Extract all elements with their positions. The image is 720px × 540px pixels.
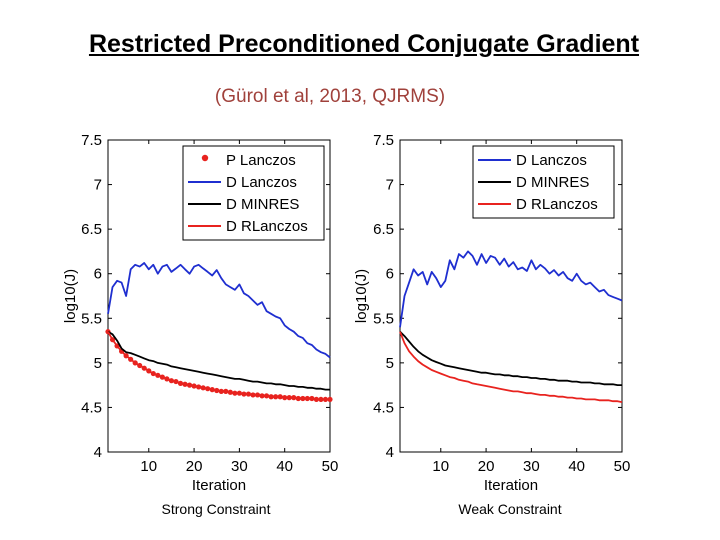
series-line-d-minres [107,330,330,391]
series-line-d-lanczos [399,250,623,328]
y-tick-label: 5.5 [373,310,394,327]
x-tick-label: 40 [276,458,293,475]
y-tick-label: 6.5 [81,221,102,238]
slide-title: Restricted Preconditioned Conjugate Grad… [88,30,640,58]
series-line-d-lanczos [107,262,331,359]
legend-label-d-rlanczos: D RLanczos [226,218,308,235]
chart-panel-2: 4 4.5 5 5.5 6 6.5 7 7.5 10 20 30 40 50 Iteration log10… [353,132,630,494]
x-tick-label: 20 [478,458,495,475]
series-line-d-minres [399,331,622,387]
series-line-d-rlanczos [107,331,330,401]
plot-area [399,139,623,453]
legend-label-d-lanczos: D Lanczos [516,152,587,169]
y-tick-label: 4.5 [81,399,102,416]
x-tick-label: 40 [568,458,585,475]
y-tick-label: 4.5 [373,399,394,416]
legend-label-d-minres: D MINRES [516,174,589,191]
x-tick-label: 30 [231,458,248,475]
x-axis-label: Iteration [484,477,538,494]
y-tick-label: 7.5 [373,132,394,149]
legend-label-d-lanczos: D Lanczos [226,174,297,191]
x-tick-label: 10 [140,458,157,475]
y-axis-label: log10(J) [353,269,370,323]
legend-label-d-rlanczos: D RLanczos [516,196,598,213]
slide-subtitle: (Gürol et al, 2013, QJRMS) [214,86,446,107]
chart-panel-1: 4 4.5 5 5.5 6 6.5 7 7.5 10 20 30 40 50 Iteration log10… [62,132,338,494]
y-tick-label: 5.5 [81,310,102,327]
x-tick-label: 20 [186,458,203,475]
legend-label-p-lanczos: P Lanczos [226,152,296,169]
y-tick-label: 4 [386,444,394,461]
legend-box [182,145,325,241]
legend: P Lanczos D Lanczos D MINRES D RLanczos [182,145,325,241]
y-tick-label: 5 [386,355,394,372]
y-tick-label: 7 [386,177,394,194]
x-tick-label: 10 [432,458,449,475]
caption-weak-constraint: Weak Constraint [458,501,562,517]
legend: D Lanczos D MINRES D RLanczos [472,145,615,219]
y-tick-label: 4 [94,444,102,461]
y-tick-label: 7.5 [81,132,102,149]
legend-label-d-minres: D MINRES [226,196,299,213]
y-tick-label: 7 [94,177,102,194]
series-line-d-rlanczos [399,331,623,403]
y-axis-label: log10(J) [62,269,79,323]
legend-marker-p-lanczos [201,154,209,162]
y-tick-label: 6.5 [373,221,394,238]
x-tick-label: 30 [523,458,540,475]
plot-area [107,139,331,453]
y-tick-label: 5 [94,355,102,372]
y-tick-label: 6 [94,266,102,283]
x-tick-label: 50 [614,458,631,475]
y-tick-label: 6 [386,266,394,283]
caption-strong-constraint: Strong Constraint [161,501,271,517]
x-axis-label: Iteration [192,477,246,494]
x-tick-label: 50 [322,458,339,475]
